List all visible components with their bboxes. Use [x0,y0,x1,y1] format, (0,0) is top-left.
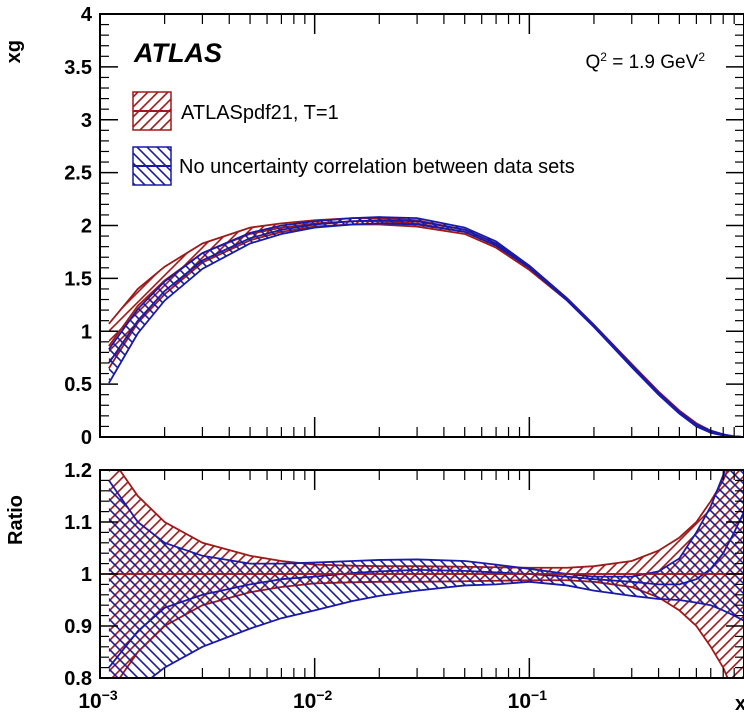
y-tick-label: 0.5 [64,374,92,396]
y-tick-label: 2.5 [64,163,92,185]
y-tick-label: 4 [81,4,93,26]
x-tick-exponent: −3 [102,687,118,703]
x-tick-base: 10 [293,690,316,713]
y-tick-label: 1.2 [64,460,92,482]
top-axes: 0 0.5 1 1.5 2 2.5 3 3.5 4 [64,4,744,449]
band-upper-edge-blue [108,216,744,437]
y-tick-label: 2 [81,216,92,238]
x-tick-label: 10−1 [508,687,548,713]
q2-sup2: 2 [698,50,705,64]
legend-entry-blue: No uncertainty correlation between data … [132,146,575,186]
band-red [108,218,744,437]
top-panel: 00.511.522.533.54 xg ATLAS Q2 = 1.9 GeV2… [3,4,744,449]
y-tick-label: 1 [81,564,92,586]
x-tick-base: 10 [78,690,101,713]
band-lower-edge-blue [149,580,744,678]
x-tick-label: 10−2 [293,687,333,713]
y-tick-label: 0.9 [64,616,92,638]
x-tick-exponent: −1 [531,687,547,703]
legend-label-blue: No uncertainty correlation between data … [179,156,575,178]
x-tick-exponent: −2 [316,687,332,703]
central-line-blue [108,219,744,437]
x-tick-label: 10−3 [78,687,118,713]
ratio-series-layer [100,470,744,678]
ratio-panel: 0.8 0.9 1 1.1 1.2 Ratio x [5,460,744,715]
ratio-axes: 0.8 0.9 1 1.1 1.2 [64,460,744,690]
legend: ATLASpdf21, T=1 No uncertainty correlati… [132,91,575,186]
top-series-layer [108,216,744,437]
central-line-blue [108,511,744,669]
x-tick-labels: 10−3 10−2 10−1 [78,687,547,713]
y-tick-label: 0.8 [64,668,92,690]
q2-base: Q [585,52,600,73]
y-tick-label: 1 [81,321,92,343]
q2-sup1: 2 [600,50,607,64]
y-tick-label: 1.1 [64,512,92,534]
q2-annotation: Q2 = 1.9 GeV2 [585,50,705,73]
band-lower-edge-blue [108,222,744,437]
ratio-y-axis-label: Ratio [5,495,27,545]
y-tick-label: 3.5 [64,57,92,79]
legend-entry-red: ATLASpdf21, T=1 [132,91,339,131]
x-axis-label: x [735,693,744,715]
q2-mid: = 1.9 GeV [607,52,699,73]
x-tick-base: 10 [508,690,531,713]
experiment-label: ATLAS [133,38,222,68]
top-y-axis-label: xg [3,40,25,63]
legend-label-red: ATLASpdf21, T=1 [181,102,339,124]
y-tick-label: 0 [81,427,92,449]
y-tick-label: 1.5 [64,268,92,290]
band-upper-edge-blue [108,470,726,578]
y-tick-label: 3 [81,110,92,132]
